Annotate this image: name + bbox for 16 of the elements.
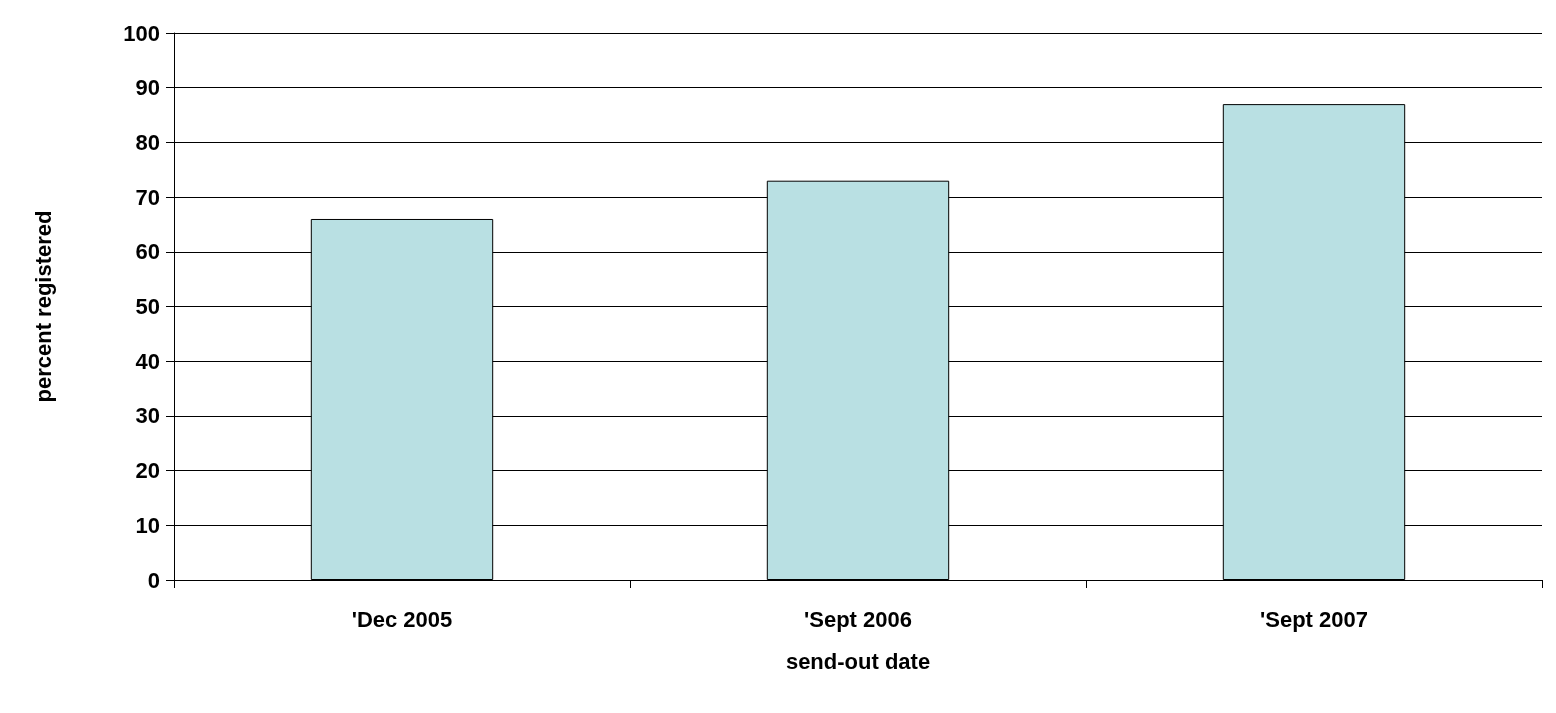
- y-tick-label: 90: [135, 75, 160, 101]
- y-axis-title: percent registered: [30, 210, 56, 403]
- y-tick-label: 60: [135, 239, 160, 265]
- x-axis-title: send-out date: [785, 648, 931, 674]
- y-tick-label: 0: [147, 567, 160, 593]
- y-tick-label: 10: [135, 512, 160, 538]
- y-tick-label: 100: [123, 20, 160, 46]
- x-tick-label: 'Sept 2007: [1260, 606, 1368, 632]
- y-tick-label: 80: [135, 129, 160, 155]
- y-tick-label: 20: [135, 458, 160, 484]
- y-tick-label: 30: [135, 403, 160, 429]
- y-tick-label: 50: [135, 294, 160, 319]
- y-tick-label: 40: [135, 348, 160, 374]
- x-tick-label: 'Sept 2006: [804, 606, 912, 632]
- y-tick-label: 70: [135, 184, 160, 210]
- x-tick-label: 'Dec 2005: [351, 606, 453, 632]
